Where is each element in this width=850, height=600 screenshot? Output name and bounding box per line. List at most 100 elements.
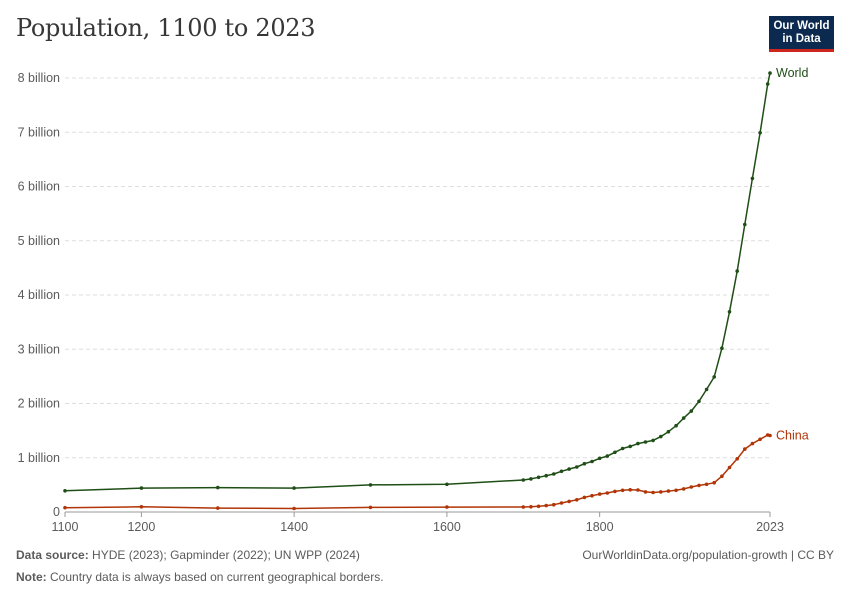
y-tick-label: 5 billion <box>18 234 60 248</box>
data-point[interactable] <box>681 416 686 420</box>
data-point[interactable] <box>712 375 716 379</box>
data-point[interactable] <box>613 450 617 455</box>
note-label: Note: <box>16 570 47 584</box>
data-point[interactable] <box>521 505 526 509</box>
data-point[interactable] <box>567 499 571 504</box>
data-point[interactable] <box>666 429 671 434</box>
data-point[interactable] <box>292 506 296 511</box>
data-point[interactable] <box>605 454 610 458</box>
data-point[interactable] <box>651 438 655 443</box>
data-point[interactable] <box>758 437 762 442</box>
data-point[interactable] <box>735 457 739 461</box>
data-point[interactable] <box>712 480 716 485</box>
x-tick-label: 1600 <box>433 520 461 534</box>
y-axis-ticks: 0 1 billion 2 billion 3 billion 4 billion 5 b… <box>18 71 60 519</box>
data-point[interactable] <box>628 488 632 492</box>
data-point[interactable] <box>552 502 556 507</box>
data-point[interactable] <box>552 472 556 476</box>
series-group: World China <box>63 66 809 511</box>
data-point[interactable] <box>63 489 67 493</box>
data-point[interactable] <box>674 423 678 428</box>
data-point[interactable] <box>758 131 762 135</box>
x-tick-label: 1800 <box>586 520 614 534</box>
note: Note: Country data is always based on cu… <box>16 570 384 584</box>
data-point[interactable] <box>139 505 144 509</box>
data-point[interactable] <box>605 491 610 495</box>
data-point[interactable] <box>559 501 564 505</box>
data-point[interactable] <box>575 465 579 469</box>
data-point[interactable] <box>681 487 686 491</box>
data-point[interactable] <box>628 444 632 449</box>
data-point[interactable] <box>445 505 449 509</box>
data-point[interactable] <box>590 459 594 464</box>
data-point[interactable] <box>743 447 747 451</box>
data-point[interactable] <box>292 486 296 490</box>
y-tick-label: 6 billion <box>18 180 60 194</box>
data-point[interactable] <box>620 488 625 493</box>
data-point[interactable] <box>445 482 449 487</box>
data-point[interactable] <box>567 467 571 471</box>
data-point[interactable] <box>63 505 67 510</box>
data-point[interactable] <box>636 488 640 492</box>
data-point[interactable] <box>529 477 533 481</box>
y-tick-label: 0 <box>53 505 60 519</box>
data-point[interactable] <box>666 489 671 493</box>
data-point[interactable] <box>613 489 617 494</box>
data-point[interactable] <box>536 475 541 480</box>
data-point[interactable] <box>727 465 732 470</box>
logo-line-2: in Data <box>782 32 821 45</box>
data-point[interactable] <box>575 498 579 502</box>
data-point[interactable] <box>582 461 587 466</box>
data-point[interactable] <box>659 490 663 494</box>
data-point[interactable] <box>768 433 772 438</box>
data-point[interactable] <box>735 269 739 273</box>
data-point[interactable] <box>689 485 694 489</box>
x-tick-label: 1400 <box>280 520 308 534</box>
data-point[interactable] <box>216 485 220 490</box>
data-point[interactable] <box>689 409 694 413</box>
data-point[interactable] <box>659 434 663 439</box>
data-point[interactable] <box>674 488 678 493</box>
data-point[interactable] <box>750 441 755 446</box>
data-point[interactable] <box>368 483 373 487</box>
data-point[interactable] <box>697 399 701 404</box>
data-point[interactable] <box>750 176 755 181</box>
data-point[interactable] <box>620 446 625 451</box>
data-point[interactable] <box>704 482 709 487</box>
data-point[interactable] <box>544 503 548 508</box>
data-point[interactable] <box>544 473 548 478</box>
data-point[interactable] <box>636 441 640 446</box>
data-point[interactable] <box>216 506 220 510</box>
owid-logo[interactable]: Our World in Data <box>769 16 834 52</box>
data-point[interactable] <box>139 486 144 490</box>
data-point[interactable] <box>704 387 709 392</box>
data-point[interactable] <box>521 478 526 482</box>
source-url[interactable]: OurWorldinData.org/population-growth | C… <box>582 548 834 562</box>
data-point[interactable] <box>743 222 747 227</box>
data-point[interactable] <box>559 469 564 474</box>
data-point[interactable] <box>597 492 602 496</box>
data-source-text: HYDE (2023); Gapminder (2022); UN WPP (2… <box>92 548 360 562</box>
data-point[interactable] <box>529 505 533 509</box>
y-tick-label: 3 billion <box>18 342 60 356</box>
data-point[interactable] <box>643 490 648 494</box>
data-point[interactable] <box>643 440 648 444</box>
grid-lines <box>65 77 770 459</box>
data-point[interactable] <box>768 71 772 75</box>
series-world: World <box>63 66 808 493</box>
data-point[interactable] <box>590 493 594 498</box>
data-point[interactable] <box>536 504 541 509</box>
data-point[interactable] <box>720 346 724 351</box>
data-point[interactable] <box>582 495 587 500</box>
data-point[interactable] <box>597 456 602 461</box>
data-point[interactable] <box>727 310 732 314</box>
data-point[interactable] <box>720 474 724 479</box>
data-point[interactable] <box>765 82 770 86</box>
data-point[interactable] <box>651 490 655 495</box>
series-line <box>64 72 771 492</box>
data-point[interactable] <box>368 505 373 510</box>
series-label: World <box>776 66 808 80</box>
y-tick-label: 1 billion <box>18 451 60 465</box>
x-tick-label: 2023 <box>756 520 784 534</box>
data-point[interactable] <box>697 483 701 488</box>
